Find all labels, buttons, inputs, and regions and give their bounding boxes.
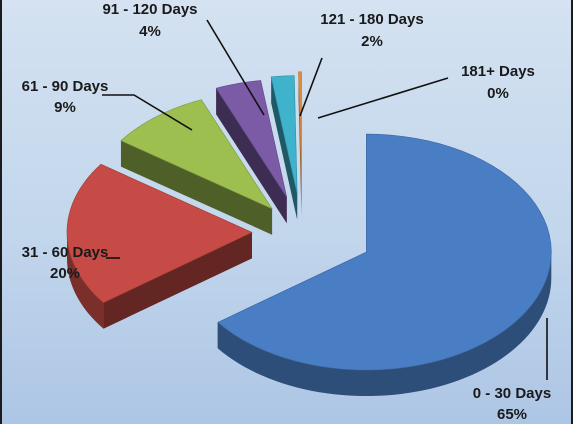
leader-line-121-180-days xyxy=(299,57,323,117)
slice-wall xyxy=(103,232,253,329)
slice-121-180-days xyxy=(270,75,298,220)
slice-percent-61-90-days: 9% xyxy=(54,99,76,116)
slice-label-61-90-days: 61 - 90 Days xyxy=(22,78,109,95)
pie-slices xyxy=(66,71,552,397)
leader-line-181-days xyxy=(317,77,449,119)
slice-91-120-days xyxy=(215,80,288,224)
leader-lines xyxy=(102,19,548,380)
slice-wall xyxy=(216,88,287,224)
slice-0-30-days xyxy=(217,133,552,397)
slice-percent-181-days: 0% xyxy=(487,85,509,102)
slice-top xyxy=(215,80,288,198)
slice-top xyxy=(66,163,253,304)
slice-31-60-days xyxy=(66,163,253,329)
slice-percent-91-120-days: 4% xyxy=(139,23,161,40)
leader-line-91-120-days xyxy=(206,19,265,116)
slice-wall xyxy=(120,140,273,235)
slice-label-31-60-days: 31 - 60 Days xyxy=(22,244,109,261)
slice-percent-121-180-days: 2% xyxy=(361,33,383,50)
slice-61-90-days xyxy=(120,99,273,235)
slice-top xyxy=(298,71,302,190)
slice-wall xyxy=(271,76,298,220)
leader-line-61-90-days xyxy=(102,94,193,131)
slice-label-91-120-days: 91 - 120 Days xyxy=(102,1,197,18)
slice-rim xyxy=(67,232,104,329)
slice-label-121-180-days: 121 - 180 Days xyxy=(320,11,423,28)
slice-top xyxy=(120,99,273,210)
slice-181-days xyxy=(298,71,302,216)
slice-label-181-days: 181+ Days xyxy=(461,63,535,80)
slice-rim xyxy=(217,252,552,397)
slice-top xyxy=(270,75,298,194)
slice-percent-0-30-days: 65% xyxy=(497,406,527,423)
slice-percent-31-60-days: 20% xyxy=(50,265,80,282)
slice-label-0-30-days: 0 - 30 Days xyxy=(473,385,551,402)
slice-top xyxy=(217,133,552,371)
